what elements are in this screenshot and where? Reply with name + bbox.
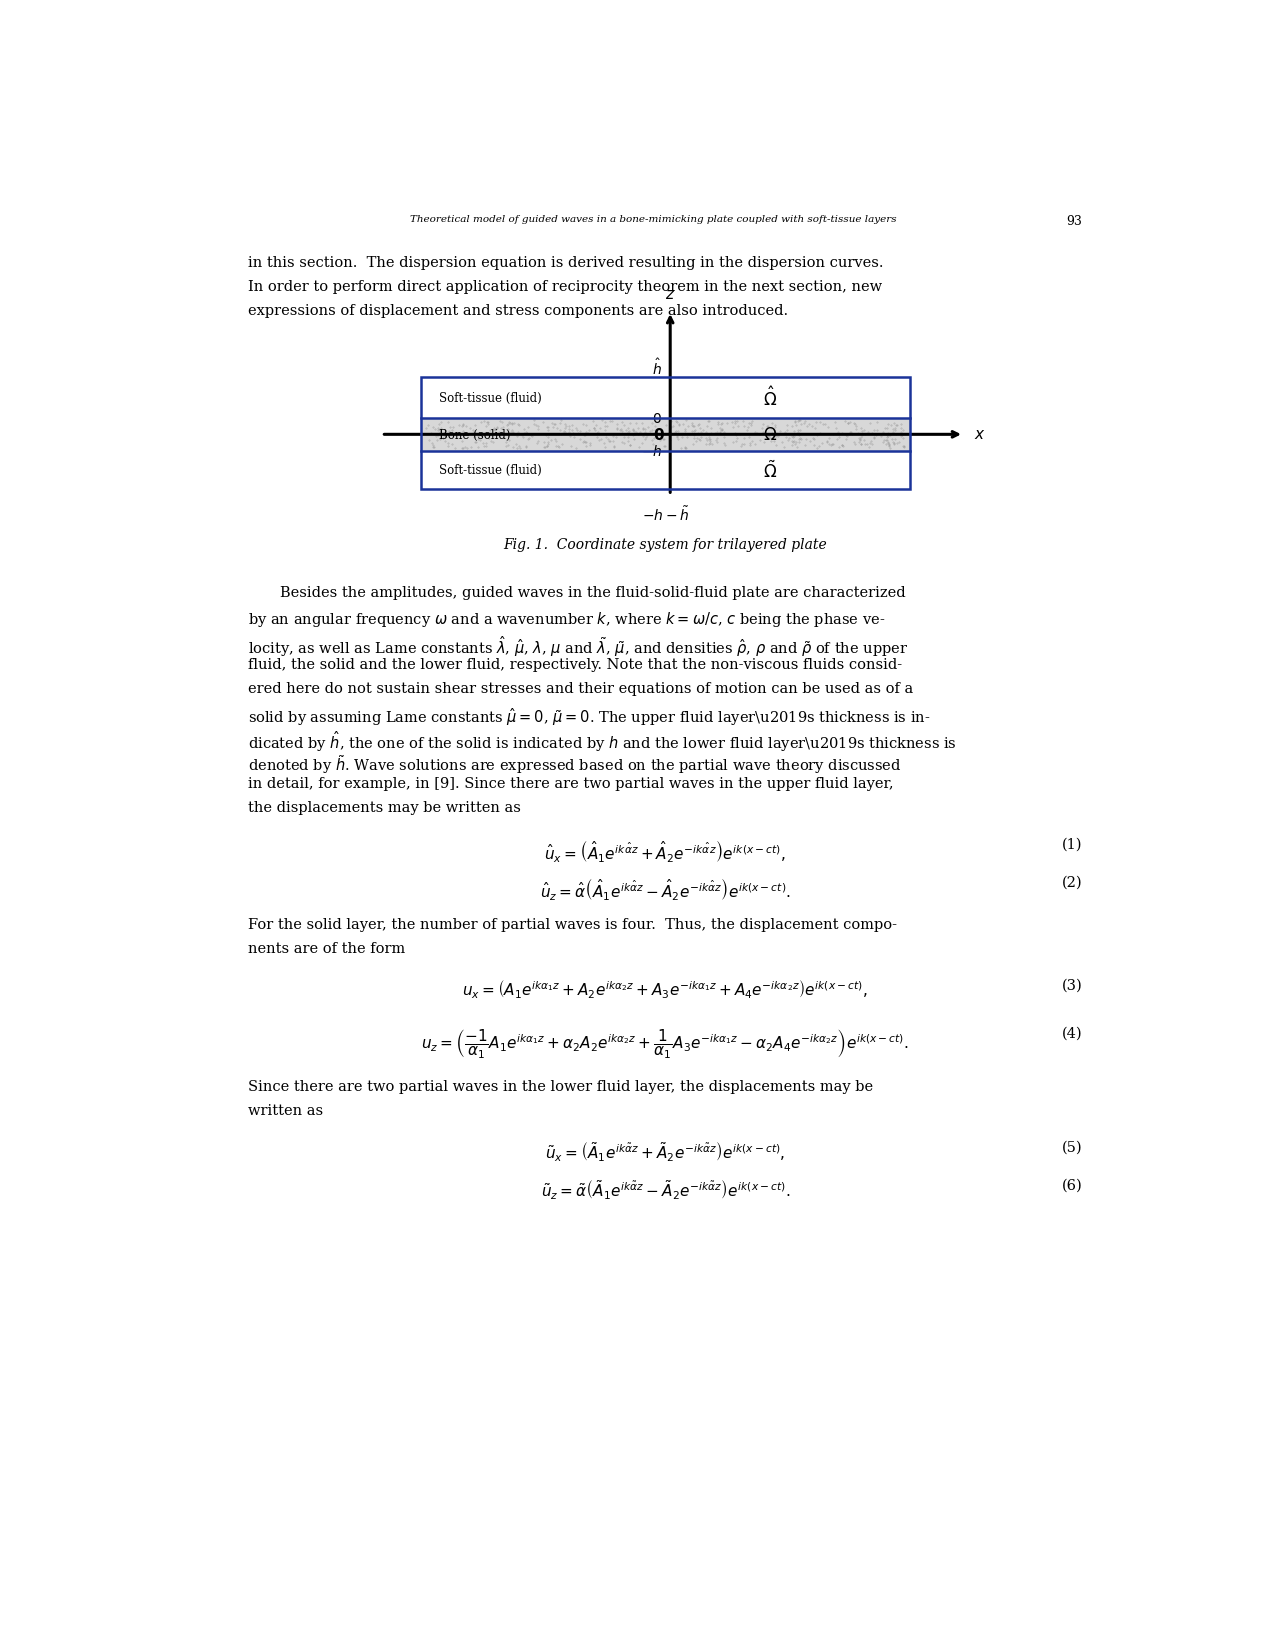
Text: 93: 93: [1066, 214, 1083, 227]
Text: Fig. 1.  Coordinate system for trilayered plate: Fig. 1. Coordinate system for trilayered…: [503, 537, 827, 552]
Text: written as: written as: [248, 1103, 324, 1117]
Text: $-h - \tilde{h}$: $-h - \tilde{h}$: [642, 504, 689, 524]
Text: $\tilde{u}_x = \left(\tilde{A}_1 e^{ik\tilde{\alpha}z} + \tilde{A}_2 e^{-ik\tild: $\tilde{u}_x = \left(\tilde{A}_1 e^{ik\t…: [545, 1139, 785, 1162]
Text: in this section.  The dispersion equation is derived resulting in the dispersion: in this section. The dispersion equation…: [248, 255, 884, 270]
Text: Theoretical model of guided waves in a bone-mimicking plate coupled with soft-ti: Theoretical model of guided waves in a b…: [410, 214, 896, 224]
Bar: [420, 452, 910, 489]
Text: $\tilde{\Omega}$: $\tilde{\Omega}$: [763, 460, 777, 481]
Text: fluid, the solid and the lower fluid, respectively. Note that the non-viscous fl: fluid, the solid and the lower fluid, re…: [248, 658, 902, 672]
Text: locity, as well as Lame constants $\hat{\lambda}$, $\hat{\mu}$, $\lambda$, $\mu$: locity, as well as Lame constants $\hat{…: [248, 634, 908, 659]
Text: by an angular frequency $\omega$ and a wavenumber $k$, where $k = \omega/c$, $c$: by an angular frequency $\omega$ and a w…: [248, 610, 885, 630]
Bar: [420, 419, 910, 452]
Text: (5): (5): [1061, 1139, 1083, 1154]
Text: $u_z = \left(\dfrac{-1}{\alpha_1}A_1 e^{ik\alpha_1 z} + \alpha_2 A_2 e^{ik\alpha: $u_z = \left(\dfrac{-1}{\alpha_1}A_1 e^{…: [422, 1027, 910, 1060]
Bar: [420, 377, 910, 419]
Text: $x$: $x$: [973, 428, 985, 442]
Text: (1): (1): [1063, 837, 1083, 852]
Text: $\hat{h}$: $\hat{h}$: [652, 358, 662, 377]
Text: $u_x = \left(A_1 e^{ik\alpha_1 z} + A_2 e^{ik\alpha_2 z} + A_3 e^{-ik\alpha_1 z}: $u_x = \left(A_1 e^{ik\alpha_1 z} + A_2 …: [462, 977, 868, 1000]
Text: In order to perform direct application of reciprocity theorem in the next sectio: In order to perform direct application o…: [248, 280, 882, 293]
Text: (6): (6): [1061, 1178, 1083, 1192]
Text: $\Omega$: $\Omega$: [763, 427, 777, 443]
Text: expressions of displacement and stress components are also introduced.: expressions of displacement and stress c…: [248, 303, 789, 318]
Text: nents are of the form: nents are of the form: [248, 941, 405, 956]
Text: (3): (3): [1061, 977, 1083, 992]
Bar: [420, 377, 910, 489]
Text: $\mathbf{0}$: $\mathbf{0}$: [654, 427, 665, 443]
Text: solid by assuming Lame constants $\hat{\mu} = 0$, $\tilde{\mu} = 0$. The upper f: solid by assuming Lame constants $\hat{\…: [248, 705, 930, 727]
Text: $z$: $z$: [665, 288, 675, 302]
Text: $\tilde{u}_z = \tilde{\alpha}\left(\tilde{A}_1 e^{ik\tilde{\alpha}z} - \tilde{A}: $\tilde{u}_z = \tilde{\alpha}\left(\tild…: [540, 1178, 790, 1201]
Text: $\hat{u}_x = \left(\hat{A}_1 e^{ik\hat{\alpha}z} + \hat{A}_2 e^{-ik\hat{\alpha}z: $\hat{u}_x = \left(\hat{A}_1 e^{ik\hat{\…: [544, 837, 786, 864]
Text: denoted by $\tilde{h}$. Wave solutions are expressed based on the partial wave t: denoted by $\tilde{h}$. Wave solutions a…: [248, 753, 902, 776]
Text: Soft-tissue (fluid): Soft-tissue (fluid): [438, 392, 541, 405]
Text: $0$: $0$: [652, 412, 662, 425]
Text: in detail, for example, in [9]. Since there are two partial waves in the upper f: in detail, for example, in [9]. Since th…: [248, 776, 894, 791]
Text: Bone (solid): Bone (solid): [438, 428, 510, 442]
Text: (4): (4): [1061, 1027, 1083, 1040]
Text: dicated by $\hat{h}$, the one of the solid is indicated by $h$ and the lower flu: dicated by $\hat{h}$, the one of the sol…: [248, 728, 957, 755]
Text: $\hat{\Omega}$: $\hat{\Omega}$: [763, 387, 777, 410]
Text: Soft-tissue (fluid): Soft-tissue (fluid): [438, 465, 541, 476]
Text: Besides the amplitudes, guided waves in the fluid-solid-fluid plate are characte: Besides the amplitudes, guided waves in …: [280, 587, 906, 600]
Text: (2): (2): [1061, 875, 1083, 890]
Text: Since there are two partial waves in the lower fluid layer, the displacements ma: Since there are two partial waves in the…: [248, 1079, 873, 1093]
Text: ered here do not sustain shear stresses and their equations of motion can be use: ered here do not sustain shear stresses …: [248, 682, 913, 695]
Text: $-h$: $-h$: [641, 443, 662, 460]
Text: the displacements may be written as: the displacements may be written as: [248, 801, 521, 814]
Text: $\hat{u}_z = \hat{\alpha}\left(\hat{A}_1 e^{ik\hat{\alpha}z} - \hat{A}_2 e^{-ik\: $\hat{u}_z = \hat{\alpha}\left(\hat{A}_1…: [540, 875, 791, 901]
Text: For the solid layer, the number of partial waves is four.  Thus, the displacemen: For the solid layer, the number of parti…: [248, 918, 897, 931]
